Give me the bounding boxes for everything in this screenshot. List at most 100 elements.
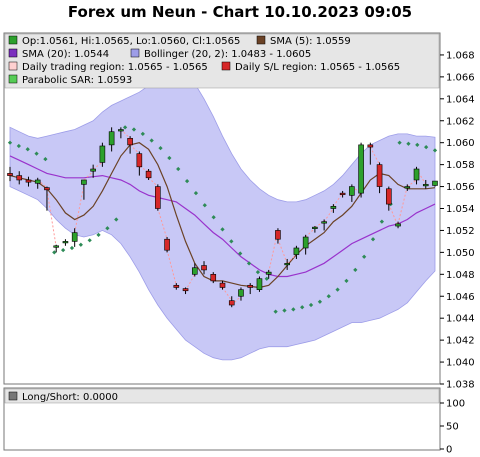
legend-swatch [8,35,18,45]
y-tick-label: 1.052 [446,226,475,237]
candle-body [173,284,180,288]
candle-body [256,278,263,290]
sar-dot [370,237,376,242]
sar-dot [326,294,331,299]
chart-title: Forex um Neun - Chart 10.10.2023 09:05 [67,3,413,21]
sar-dot [255,269,261,275]
gap-connector [268,230,279,273]
candle-body [395,223,401,227]
candle-body [90,168,96,172]
candle-body [321,221,327,224]
sar-dot [7,140,13,145]
sar-dot [87,238,92,243]
lower-y-tick-label: 50 [446,422,459,433]
y-tick-label: 1.066 [446,72,475,83]
sar-dot [220,227,225,232]
y-tick-label: 1.050 [446,248,475,259]
candle-body [182,288,189,292]
legend-swatch [8,74,18,84]
y-tick-label: 1.060 [446,138,475,149]
candle-body [136,153,143,168]
candle-body [404,186,411,189]
sar-dot [344,278,349,284]
y-tick-label: 1.068 [446,50,475,61]
gap-connector [74,184,85,233]
candle-body [376,164,383,187]
legend-label: SMA (5): 1.0559 [270,36,351,47]
y-tick-label: 1.058 [446,160,475,171]
sar-dot [229,239,234,244]
y-tick-label: 1.040 [446,358,475,369]
sar-dot [291,307,296,312]
sar-dot [379,219,384,224]
sar-dot [176,166,181,172]
sar-dot [335,287,340,292]
candle-body [99,145,106,163]
sar-dot [273,309,278,314]
sar-dot [362,254,367,259]
candle-body [358,144,364,194]
sar-dot [432,148,438,153]
sar-dot [114,217,119,222]
sar-dot [282,308,287,313]
sar-dot [300,305,305,310]
sar-dot [61,248,66,253]
candle-body [432,180,438,186]
lower-legend-box [4,388,440,404]
candle-body [247,284,254,288]
y-tick-label: 1.062 [446,116,475,127]
candle-body [81,179,87,185]
candle-body [127,138,133,146]
sar-dot [158,146,163,151]
candle-body [108,131,115,146]
sar-dot [16,143,21,149]
candle-body [330,206,337,209]
sar-dot [69,245,75,251]
legend-swatch [130,48,140,58]
gap-connector [369,146,381,165]
candle-body [53,245,59,248]
sar-dot [25,147,30,152]
candle-body [284,263,290,266]
sar-dot [184,178,190,184]
y-tick-label: 1.038 [446,380,475,391]
lower-y-tick-label: 100 [446,399,465,410]
sar-dot [140,131,145,137]
gap-connector [416,168,427,185]
lower-y-axis: 100 50 0 [440,399,465,456]
candle-body [422,184,429,187]
sar-dot [317,299,323,304]
gap-connector [332,192,344,207]
candle-body [155,186,161,209]
candle-body [71,232,78,242]
y-tick-label: 1.056 [446,182,475,193]
candle-body [275,230,281,240]
sar-dot [264,276,269,281]
sar-dot [246,261,252,266]
candle-body [210,274,217,282]
candle-body [118,129,124,132]
legend-label: Op:1.0561, Hi:1.0565, Lo:1.0560, Cl:1.05… [22,36,240,47]
candle-body [164,238,170,251]
sar-dot [202,203,207,208]
candle-body [16,175,23,181]
candle-body [293,247,300,255]
y-tick-label: 1.064 [446,94,475,105]
gap-connector [157,208,168,240]
legend-swatch [8,48,18,58]
candle-body [367,144,374,148]
long-short-legend-label: Long/Short: 0.0000 [22,392,118,403]
gap-connector [323,208,334,222]
main-y-axis: 1.068 1.066 1.064 1.062 1.060 1.058 1.056 1.054… [440,50,475,391]
sar-dot [415,142,420,148]
candle-body [339,192,346,195]
sma20-line [9,155,436,278]
legend-label: Parabolic SAR: 1.0593 [22,75,132,86]
lower-y-tick-label: 0 [446,445,452,456]
sar-dot [149,138,154,143]
candle-body [228,300,235,306]
gap-connector [185,274,196,292]
candle-body [386,188,392,205]
legend-swatch [256,35,266,45]
sar-dot [78,242,83,247]
